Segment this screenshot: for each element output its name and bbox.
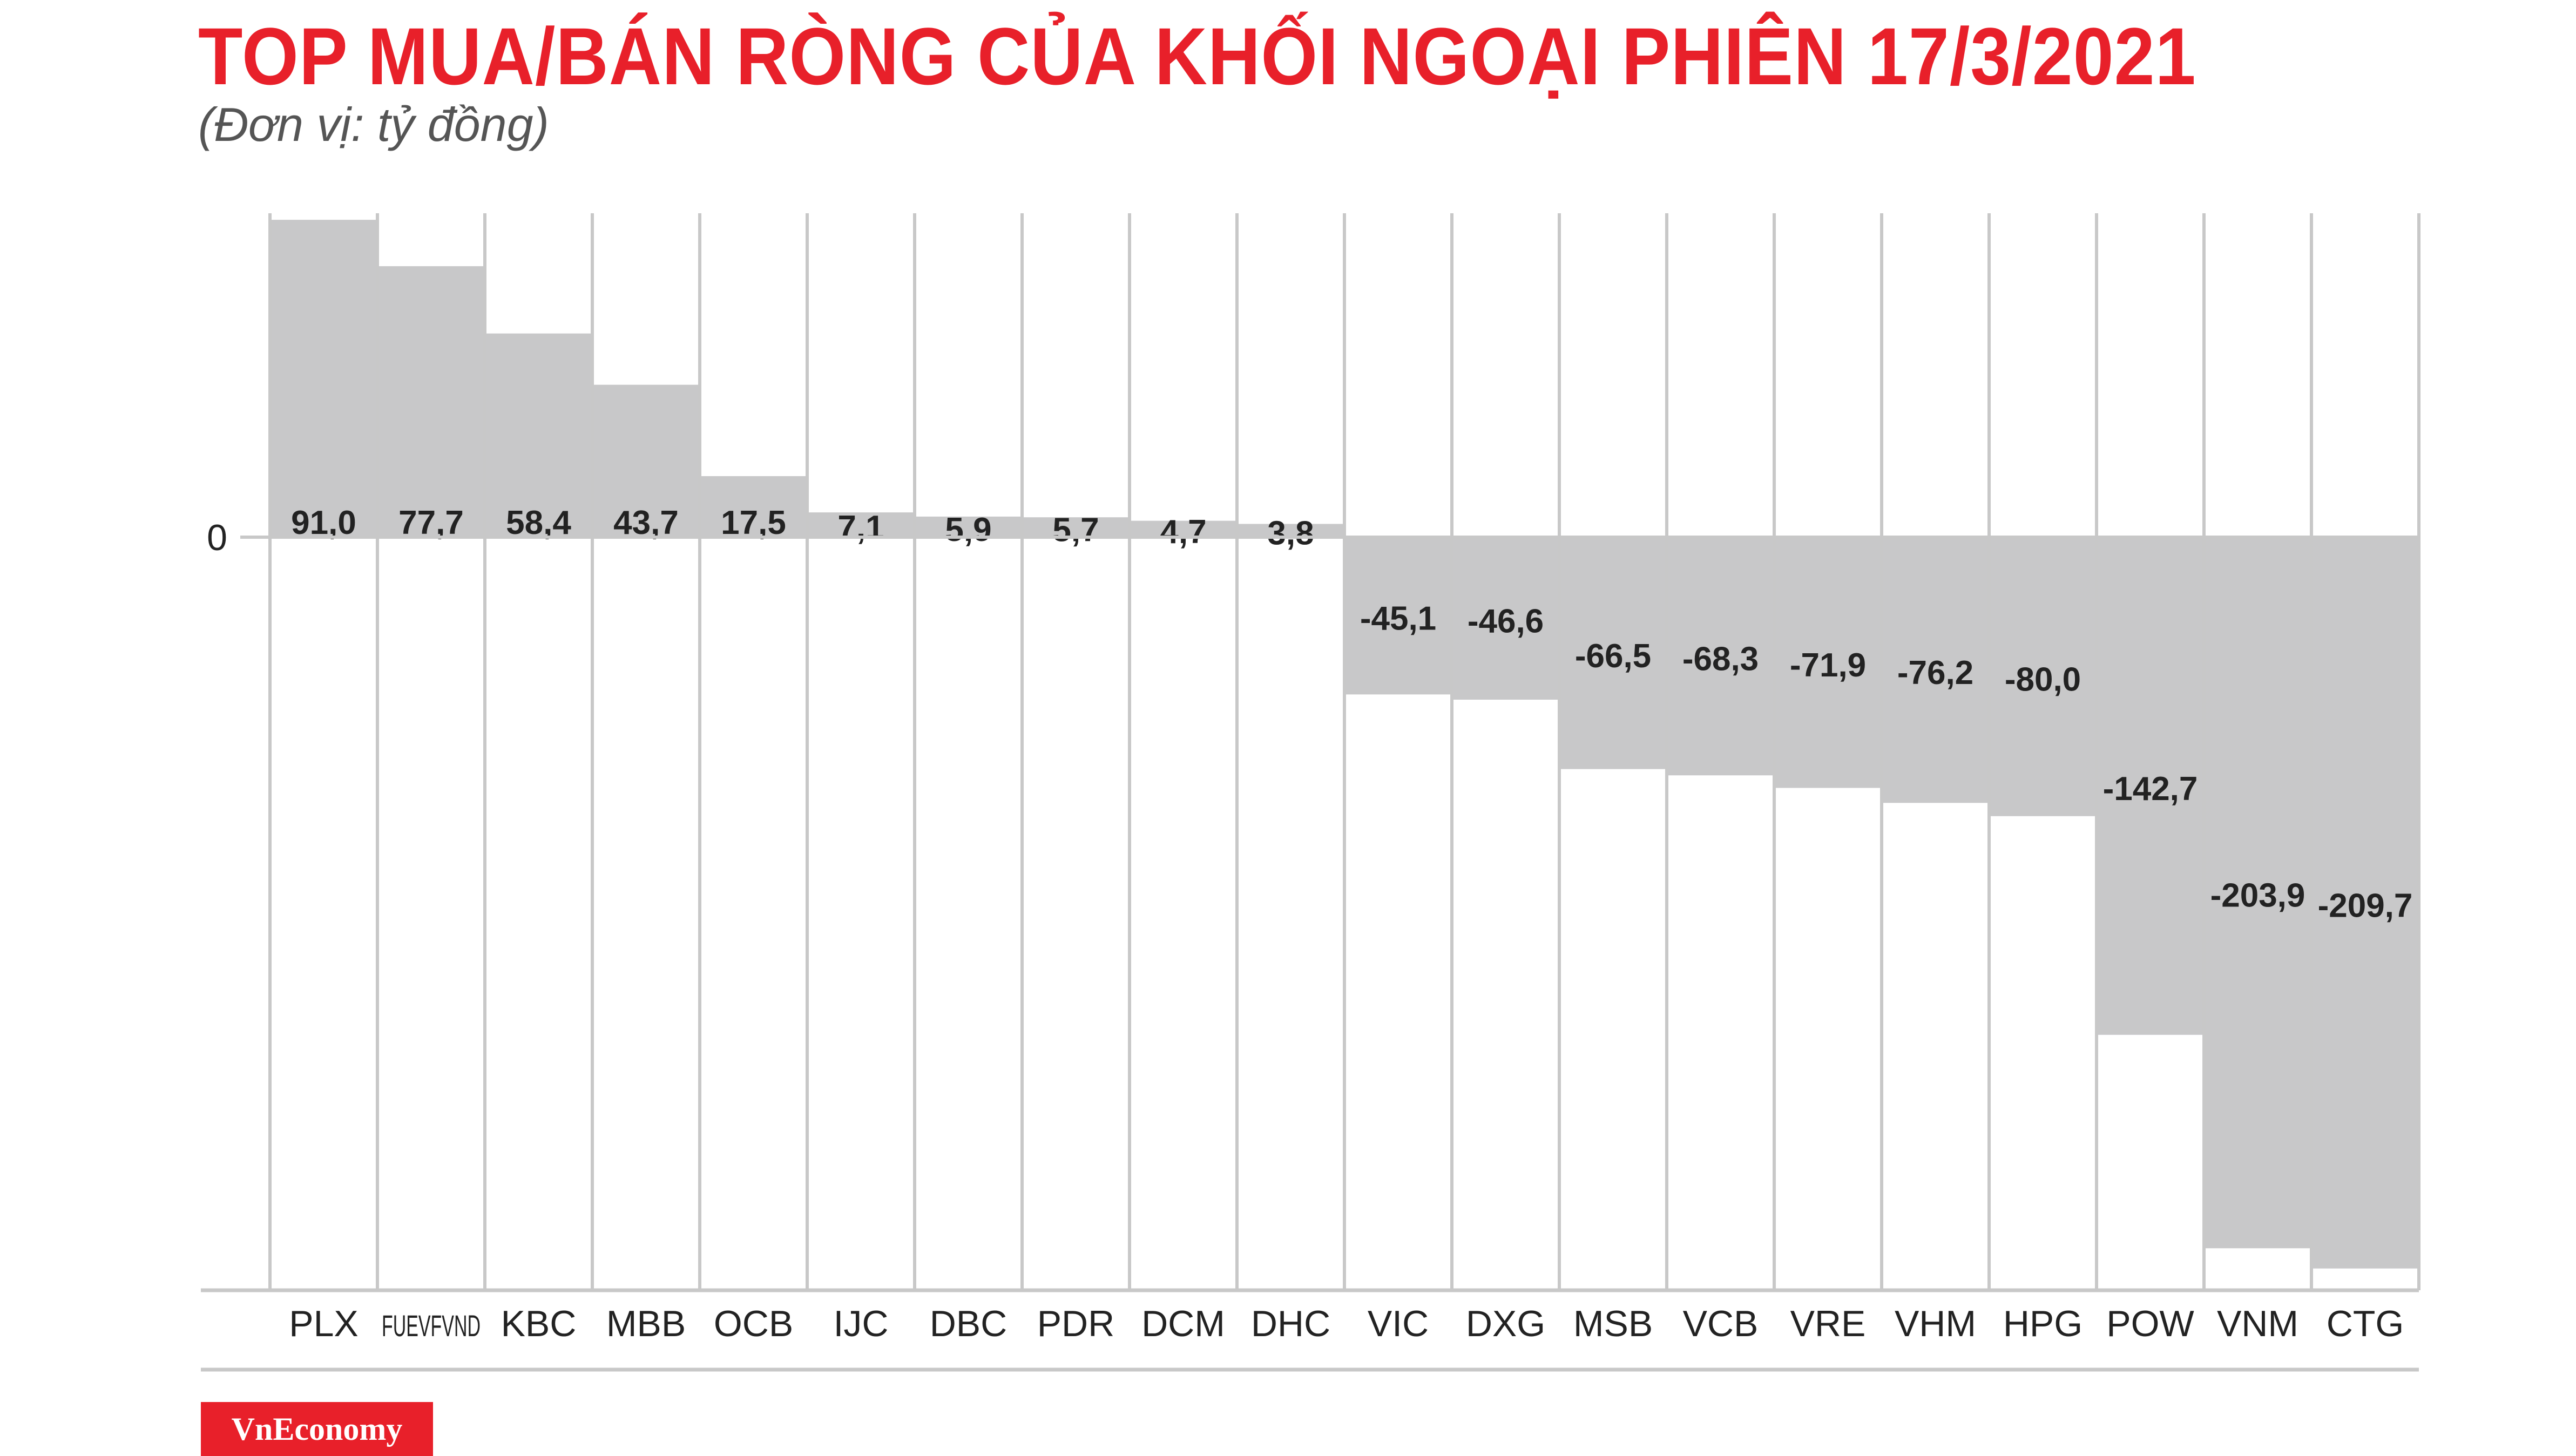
bar-dcm [1131, 520, 1235, 537]
bar-layer [272, 220, 2417, 1269]
value-label-vcb: -68,3 [1682, 641, 1759, 678]
value-label-hpg: -80,0 [2005, 661, 2081, 698]
bar-plx [272, 220, 376, 537]
bar-vic [1346, 537, 1450, 695]
label-layer: 91,0 PLX 77,7 FUEVFVND 58,4 KBC 43,7 MBB 17,5 OCB… [289, 504, 2412, 1344]
value-label-vnm: -203,9 [2210, 877, 2305, 915]
bar-dxg [1453, 537, 1558, 700]
grid-layer [268, 213, 2421, 1290]
x-tick-label-vic: VIC [1368, 1303, 1429, 1344]
x-tick-label-msb: MSB [1573, 1303, 1653, 1344]
x-tick-label-ijc: IJC [834, 1303, 889, 1344]
value-label-fuevfvnd: 77,7 [398, 504, 464, 541]
x-tick-label-vcb: VCB [1683, 1303, 1759, 1344]
bar-vnm [2206, 537, 2310, 1249]
x-tick-label-dbc: DBC [930, 1303, 1008, 1344]
bar-vre [1776, 537, 1880, 788]
chart-title: TOP MUA/BÁN RÒNG CỦA KHỐI NGOẠI PHIÊN 17… [198, 11, 2196, 101]
x-tick-label-plx: PLX [289, 1303, 359, 1344]
x-tick-label-ctg: CTG [2327, 1303, 2404, 1344]
x-tick-label-pdr: PDR [1037, 1303, 1115, 1344]
value-label-pdr: 5,7 [1052, 512, 1099, 549]
value-label-dhc: 3,8 [1267, 515, 1314, 552]
value-label-plx: 91,0 [291, 504, 356, 541]
x-tick-label-mbb: MBB [606, 1303, 686, 1344]
value-label-kbc: 58,4 [506, 504, 571, 541]
chart-subtitle: (Đơn vị: tỷ đồng) [198, 98, 549, 151]
bar-pow [2098, 537, 2202, 1035]
x-tick-label-vre: VRE [1790, 1303, 1866, 1344]
bar-kbc [486, 333, 591, 537]
x-tick-label-ocb: OCB [714, 1303, 793, 1344]
x-tick-label-vhm: VHM [1895, 1303, 1976, 1344]
value-label-msb: -66,5 [1575, 638, 1651, 675]
value-label-vre: -71,9 [1790, 647, 1866, 684]
x-tick-label-dcm: DCM [1141, 1303, 1225, 1344]
x-tick-label-hpg: HPG [2003, 1303, 2083, 1344]
x-tick-label-fuevfvnd: FUEVFVND [382, 1309, 481, 1343]
bar-vcb [1668, 537, 1773, 776]
value-label-dbc: 5,9 [945, 511, 991, 548]
value-label-ocb: 17,5 [721, 504, 786, 541]
bar-dhc [1239, 524, 1343, 537]
value-label-ijc: 7,1 [837, 509, 884, 546]
bar-ijc [809, 512, 913, 537]
value-label-dcm: 4,7 [1160, 513, 1206, 551]
bar-fuevfvnd [379, 266, 483, 537]
bar-ocb [701, 476, 806, 537]
x-tick-label-dhc: DHC [1251, 1303, 1330, 1344]
value-label-vic: -45,1 [1360, 600, 1436, 638]
x-tick-label-vnm: VNM [2217, 1303, 2298, 1344]
bar-dbc [916, 516, 1020, 537]
value-label-mbb: 43,7 [613, 504, 679, 541]
value-label-pow: -142,7 [2103, 770, 2198, 808]
value-label-dxg: -46,6 [1468, 603, 1544, 640]
x-tick-label-kbc: KBC [501, 1303, 577, 1344]
bar-msb [1561, 537, 1665, 769]
zero-tick-label: 0 [207, 517, 227, 558]
bar-vhm [1883, 537, 1987, 803]
vneconomy-logo: VnEconomy [201, 1402, 433, 1456]
value-label-vhm: -76,2 [1897, 654, 1973, 692]
axis-layer: 0 [201, 517, 2419, 1372]
bar-ctg [2313, 537, 2417, 1269]
bar-mbb [594, 384, 698, 537]
bar-pdr [1024, 517, 1128, 537]
x-tick-label-pow: POW [2106, 1303, 2194, 1344]
value-label-ctg: -209,7 [2318, 887, 2413, 924]
x-tick-label-dxg: DXG [1466, 1303, 1545, 1344]
bar-hpg [1991, 537, 2095, 816]
